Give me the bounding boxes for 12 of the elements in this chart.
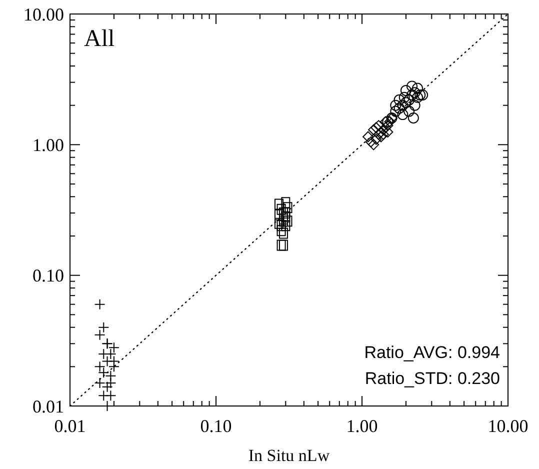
x-tick-label: 1.00 — [346, 416, 378, 436]
y-tick-label: 1.00 — [32, 134, 64, 155]
y-tick-label: 10.00 — [24, 4, 64, 24]
x-tick-label: 0.01 — [54, 416, 86, 436]
annotation: Ratio_AVG: 0.994 — [364, 343, 500, 362]
y-tick-label: 0.01 — [32, 396, 64, 416]
x-axis-title: In Situ nLw — [248, 446, 330, 465]
x-tick-label: 10.00 — [488, 416, 528, 436]
x-tick-label: 0.10 — [200, 416, 232, 436]
annotation: All — [84, 26, 115, 52]
annotation: Ratio_STD: 0.230 — [364, 369, 500, 388]
y-tick-label: 0.10 — [32, 266, 64, 286]
